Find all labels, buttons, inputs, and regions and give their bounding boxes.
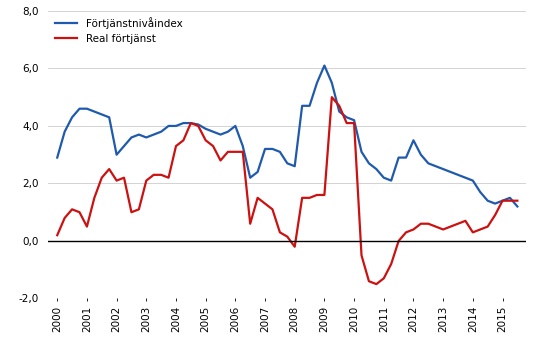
Real förtjänst [180, 138, 187, 142]
Förtjänstnivåindex [507, 196, 513, 200]
Legend: Förtjänstnivåindex, Real förtjänst: Förtjänstnivåindex, Real förtjänst [52, 14, 186, 47]
Real förtjänst [54, 233, 61, 237]
Förtjänstnivåindex [269, 147, 275, 151]
Förtjänstnivåindex [381, 175, 387, 180]
Förtjänstnivåindex [321, 63, 328, 68]
Förtjänstnivåindex [284, 161, 291, 166]
Real förtjänst [329, 95, 335, 99]
Förtjänstnivåindex [54, 155, 61, 160]
Real förtjänst [507, 198, 513, 203]
Real förtjänst [269, 207, 275, 211]
Real förtjänst [373, 282, 380, 286]
Real förtjänst [514, 198, 520, 203]
Real förtjänst [284, 234, 291, 239]
Line: Real förtjänst: Real förtjänst [57, 97, 517, 284]
Förtjänstnivåindex [180, 121, 187, 125]
Real förtjänst [195, 124, 201, 128]
Real förtjänst [388, 262, 394, 266]
Förtjänstnivåindex [195, 122, 201, 127]
Line: Förtjänstnivåindex: Förtjänstnivåindex [57, 66, 517, 206]
Förtjänstnivåindex [514, 204, 520, 209]
